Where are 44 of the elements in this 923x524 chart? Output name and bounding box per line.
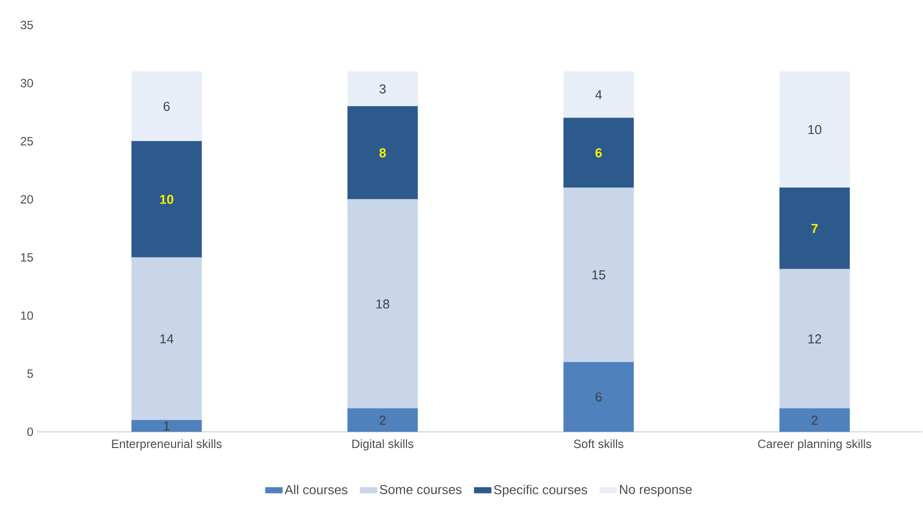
bar (347, 71, 418, 107)
legend-label: Specific courses (494, 484, 588, 497)
x-tick-label: Digital skills (352, 439, 414, 451)
y-tick-label: 35 (20, 20, 33, 30)
y-tick-label: 20 (20, 195, 34, 204)
data-label: 2 (812, 416, 818, 425)
y-tick-label: 25 (20, 137, 33, 146)
bar (131, 141, 202, 258)
data-label: 2 (380, 416, 386, 425)
bar (779, 268, 850, 409)
data-label: 10 (160, 194, 174, 204)
bar (563, 188, 634, 362)
x-tick-label: Soft skills (574, 439, 624, 448)
legend-label: All courses (284, 484, 348, 494)
data-label: 3 (380, 84, 386, 94)
data-label: 6 (595, 148, 602, 158)
data-label: 7 (812, 224, 818, 233)
data-label: 6 (596, 392, 602, 402)
bar (779, 188, 850, 270)
x-tick-label: Career planning skills (758, 439, 872, 451)
x-tick-label: Enterpreneurial skills (112, 439, 222, 451)
y-tick-label: 5 (27, 370, 33, 378)
bar (347, 199, 418, 409)
data-label: 1 (164, 422, 170, 431)
y-tick-label: 10 (21, 311, 34, 320)
bar (563, 71, 634, 118)
data-label: 12 (808, 334, 822, 344)
y-tick-label: 30 (20, 78, 34, 88)
y-tick-label: 15 (21, 253, 33, 262)
data-label: 15 (592, 270, 606, 280)
bar (779, 71, 850, 188)
data-label: 6 (164, 102, 170, 112)
y-tick-label: 0 (27, 428, 34, 436)
bar (131, 71, 202, 142)
legend-label: No response (620, 485, 692, 497)
bar (131, 257, 202, 420)
legend-label: Some courses (380, 485, 462, 494)
bar (563, 118, 634, 188)
data-label: 14 (160, 334, 174, 344)
data-label: 18 (376, 299, 390, 309)
data-label: 8 (379, 148, 386, 158)
data-label: 10 (808, 125, 822, 134)
bar (347, 106, 418, 200)
data-label: 4 (595, 90, 602, 100)
